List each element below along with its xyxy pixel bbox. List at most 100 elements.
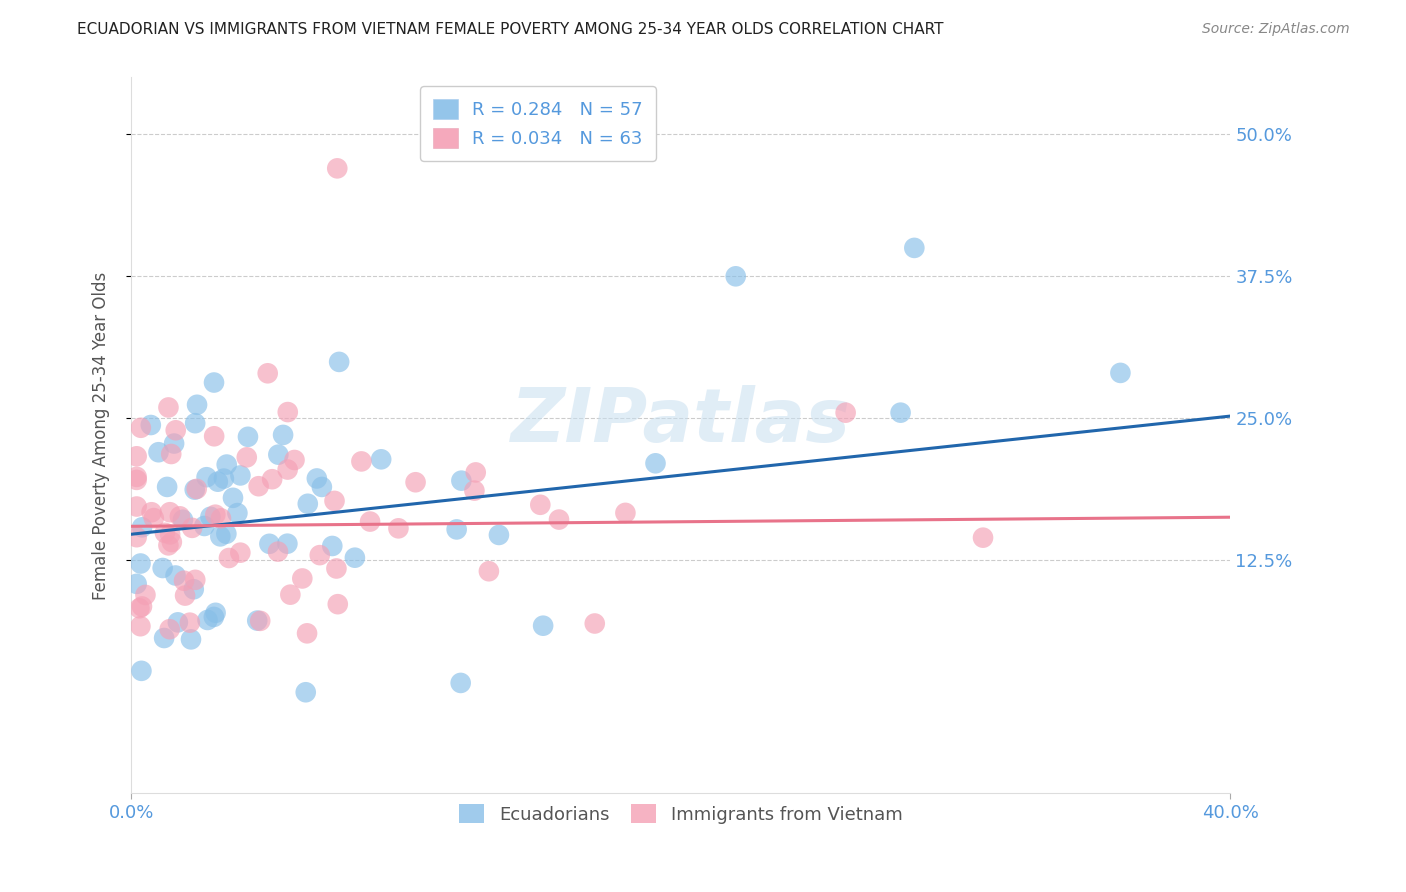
Point [207,475,229,489]
Point [308,548,330,562]
Point [184,573,207,587]
Point [323,494,346,508]
Point [229,546,252,560]
Point [142,511,165,525]
Point [450,474,472,488]
Point [259,537,281,551]
Point [186,398,208,412]
Y-axis label: Female Poverty Among 25-34 Year Olds: Female Poverty Among 25-34 Year Olds [93,271,110,599]
Point [271,428,294,442]
Point [226,506,249,520]
Point [478,564,501,578]
Point [165,568,187,582]
Point [531,618,554,632]
Point [202,429,225,443]
Point [202,376,225,390]
Point [644,456,666,470]
Point [229,468,252,483]
Text: Source: ZipAtlas.com: Source: ZipAtlas.com [1202,22,1350,37]
Point [267,448,290,462]
Point [325,561,347,575]
Point [139,417,162,432]
Point [180,632,202,647]
Point [181,521,204,535]
Point [321,539,343,553]
Point [204,606,226,620]
Point [209,511,232,525]
Legend: Ecuadorians, Immigrants from Vietnam: Ecuadorians, Immigrants from Vietnam [449,793,914,834]
Point [583,616,606,631]
Point [159,527,181,541]
Point [125,577,148,591]
Point [160,447,183,461]
Point [131,520,153,534]
Point [129,421,152,435]
Point [972,531,994,545]
Point [163,436,186,450]
Point [350,454,373,468]
Point [890,406,912,420]
Point [215,526,238,541]
Text: ECUADORIAN VS IMMIGRANTS FROM VIETNAM FEMALE POVERTY AMONG 25-34 YEAR OLDS CORRE: ECUADORIAN VS IMMIGRANTS FROM VIETNAM FE… [77,22,943,37]
Point [614,506,637,520]
Point [183,483,205,497]
Point [262,472,284,486]
Point [247,479,270,493]
Point [193,519,215,533]
Point [297,497,319,511]
Point [276,537,298,551]
Point [129,619,152,633]
Point [236,430,259,444]
Point [387,521,409,535]
Point [125,450,148,464]
Point [903,241,925,255]
Point [153,631,176,645]
Point [174,589,197,603]
Point [197,613,219,627]
Point [148,445,170,459]
Point [249,614,271,628]
Point [450,676,472,690]
Point [141,505,163,519]
Point [236,450,259,465]
Point [326,597,349,611]
Point [463,483,485,498]
Point [183,582,205,597]
Point [159,505,181,519]
Point [1109,366,1132,380]
Point [125,500,148,514]
Point [548,512,571,526]
Point [172,513,194,527]
Point [834,406,856,420]
Point [209,529,232,543]
Point [359,515,381,529]
Point [200,509,222,524]
Point [283,453,305,467]
Point [218,551,240,566]
Point [277,405,299,419]
Point [724,269,747,284]
Point [156,480,179,494]
Point [267,544,290,558]
Point [370,452,392,467]
Point [280,588,302,602]
Point [157,401,180,415]
Point [311,480,333,494]
Point [131,599,153,614]
Point [256,366,278,380]
Point [529,498,551,512]
Point [179,615,201,630]
Point [446,523,468,537]
Point [202,610,225,624]
Point [128,601,150,615]
Point [184,416,207,430]
Point [129,557,152,571]
Point [215,458,238,472]
Point [246,614,269,628]
Point [160,535,183,549]
Point [169,509,191,524]
Point [277,462,299,476]
Point [488,528,510,542]
Point [159,622,181,636]
Point [125,470,148,484]
